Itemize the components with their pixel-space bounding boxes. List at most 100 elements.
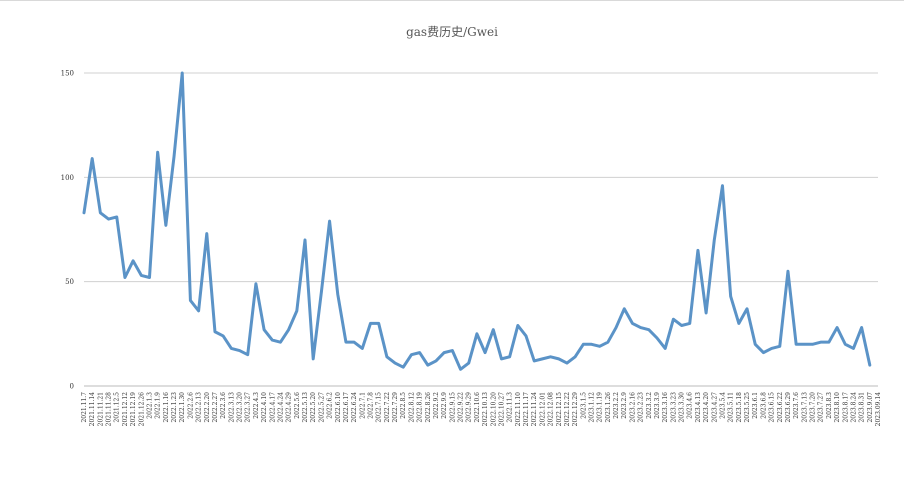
data-point [148,276,151,279]
x-tick-label: 2022.8.5 [400,392,407,419]
data-point [525,335,527,337]
x-tick-label: 2023.6.22 [777,392,784,423]
x-tick-label: 2022.11.17 [523,392,530,427]
x-tick-label: 2022.7.8 [367,392,374,419]
x-tick-label: 2023.5.4 [719,392,726,419]
data-point [828,341,830,343]
data-point [549,355,552,358]
data-point [369,322,372,325]
data-point [320,291,323,293]
x-tick-label: 2023.4.13 [695,392,702,423]
y-tick-label: 100 [61,174,74,182]
x-tick-label: 2022.7.1 [359,392,366,419]
x-tick-label: 2022.12.22 [564,392,571,427]
data-point [394,362,396,364]
data-point [345,341,347,343]
data-point [222,335,224,337]
data-point [91,157,93,160]
x-tick-label: 2021.12.5 [114,392,121,423]
data-point [582,343,585,346]
x-tick-label: 2022.8.19 [417,392,424,423]
x-tick-label: 2023.3.16 [662,392,669,423]
data-point [173,155,175,158]
x-tick-label: 2022.6.17 [343,392,350,423]
data-point [574,355,576,358]
x-tick-label: 2022.7.22 [384,392,391,423]
chart-title: gas费历史/Gwei [406,25,498,39]
data-point [124,276,126,279]
x-tick-label: 2022.9.2 [433,392,440,419]
data-point [476,333,478,335]
data-point [107,218,110,220]
x-tick-label: 2022.9.22 [458,392,465,423]
data-point [517,324,519,327]
data-point [648,328,650,331]
x-tick-label: 2022.8.12 [408,392,415,423]
data-point [271,339,274,341]
data-point [83,212,85,214]
x-tick-label: 2023.7.13 [801,392,808,423]
data-point [443,351,445,354]
x-tick-label: 2022.9.9 [441,392,448,419]
x-tick-label: 2022.7.15 [376,392,383,423]
x-tick-label: 2022.2.27 [212,392,219,423]
x-tick-label: 2023.4.27 [711,392,718,423]
data-point [754,343,757,346]
data-point [836,326,838,329]
x-tick-label: 2022.1.3 [146,392,153,419]
data-point [787,270,789,273]
x-tick-label: 2023.7.27 [818,392,825,423]
x-tick-label: 2022.9.29 [466,392,473,423]
x-tick-label: 2022.10.13 [482,392,489,427]
x-tick-label: 2022.1.30 [179,392,186,423]
data-point [156,151,159,154]
x-tick-label: 2023.5.25 [744,392,751,423]
data-point [377,322,380,325]
x-tick-label: 2022.6.10 [335,392,342,423]
data-point [803,343,806,346]
data-point [353,341,355,343]
x-tick-label: 2023.2.9 [621,392,628,419]
data-point [631,322,634,325]
data-point [697,249,699,252]
x-tick-label: 2023.7.20 [810,392,817,423]
x-tick-label: 2022.2.6 [187,392,194,419]
x-tick-label: 2023.5.11 [728,392,735,423]
data-point [197,310,200,312]
data-point [672,318,675,321]
data-point [500,358,503,360]
data-point [738,322,740,325]
x-tick-label: 2022.4.17 [269,392,276,423]
x-tick-label: 2023.2.23 [638,392,645,423]
data-point [140,274,143,277]
data-point [459,368,462,371]
data-point [762,351,765,354]
data-point [246,353,249,356]
y-axis-ticks: 0 50 100 150 [61,70,74,391]
x-tick-label: 2023.09.14 [875,392,882,427]
data-point [165,224,167,227]
grid-lines [84,72,878,387]
series-layer [82,71,872,371]
x-tick-label: 2022.5.20 [310,392,317,423]
x-tick-label: 2022.4.29 [286,392,293,423]
x-tick-label: 2022.11.3 [507,392,514,423]
data-point [410,353,413,356]
x-tick-label: 2022.12.29 [572,392,579,427]
data-point [615,326,617,329]
series-line [82,71,872,371]
data-point [435,360,437,362]
data-point [328,220,331,222]
x-tick-label: 2023.7.6 [793,392,800,419]
data-point [664,347,666,350]
x-tick-label: 2022.10.27 [498,392,505,427]
data-point [869,364,871,366]
data-point [533,360,536,362]
data-point [713,239,716,241]
x-tick-label: 2022.2.13 [196,392,203,423]
data-point [361,347,364,350]
data-point [656,337,658,339]
data-point [508,355,511,358]
x-tick-label: 2023.6.8 [760,392,767,419]
